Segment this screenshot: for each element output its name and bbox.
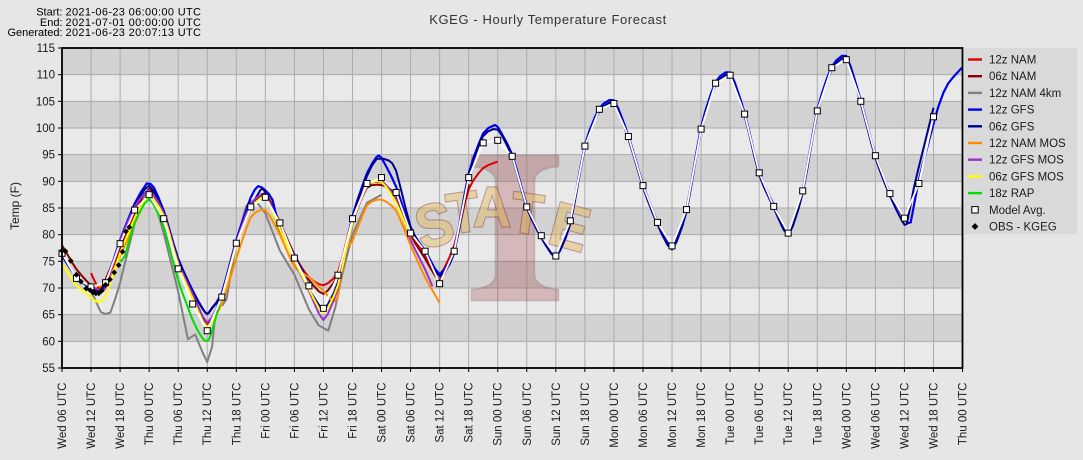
- svg-text:Mon 00 UTC: Mon 00 UTC: [609, 383, 621, 448]
- svg-text:06z GFS: 06z GFS: [989, 121, 1035, 133]
- svg-text:70: 70: [42, 283, 55, 295]
- svg-text:110: 110: [37, 70, 55, 82]
- svg-text:65: 65: [42, 310, 55, 322]
- svg-text:Sun 12 UTC: Sun 12 UTC: [551, 383, 563, 446]
- svg-text:85: 85: [42, 203, 55, 215]
- svg-text:60: 60: [42, 336, 55, 348]
- svg-text:Thu 00 UTC: Thu 00 UTC: [958, 383, 970, 446]
- svg-text:KGEG - Hourly Temperature Fore: KGEG - Hourly Temperature Forecast: [429, 12, 667, 27]
- svg-text:Generated:: Generated:: [7, 27, 62, 39]
- svg-text:12z GFS: 12z GFS: [989, 105, 1035, 117]
- svg-text:Thu 18 UTC: Thu 18 UTC: [231, 383, 243, 446]
- svg-text:18z RAP: 18z RAP: [989, 188, 1035, 200]
- svg-text:80: 80: [42, 230, 55, 242]
- svg-text:OBS - KGEG: OBS - KGEG: [989, 222, 1057, 234]
- svg-text:100: 100: [36, 123, 55, 135]
- svg-text:Sun 00 UTC: Sun 00 UTC: [493, 383, 505, 446]
- svg-text:06z GFS MOS: 06z GFS MOS: [989, 171, 1064, 183]
- svg-text:A: A: [473, 174, 511, 239]
- svg-text:Wed 06 UTC: Wed 06 UTC: [57, 383, 69, 449]
- svg-text:2021-06-23 06:00:00 UTC: 2021-06-23 06:00:00 UTC: [66, 6, 202, 18]
- svg-text:Mon 12 UTC: Mon 12 UTC: [667, 383, 679, 448]
- svg-text:Sat 00 UTC: Sat 00 UTC: [377, 383, 389, 443]
- svg-text:Sun 18 UTC: Sun 18 UTC: [580, 383, 592, 446]
- svg-text:Sat 12 UTC: Sat 12 UTC: [435, 383, 447, 443]
- svg-text:12z GFS MOS: 12z GFS MOS: [989, 155, 1064, 167]
- svg-text:End:: End:: [40, 17, 63, 29]
- svg-text:Start:: Start:: [36, 6, 62, 18]
- svg-text:Wed 06 UTC: Wed 06 UTC: [870, 383, 882, 449]
- svg-text:115: 115: [37, 43, 55, 55]
- svg-text:Fri 12 UTC: Fri 12 UTC: [318, 383, 330, 439]
- svg-text:Tue 18 UTC: Tue 18 UTC: [812, 383, 824, 445]
- svg-text:Fri 00 UTC: Fri 00 UTC: [260, 383, 272, 439]
- svg-text:Model Avg.: Model Avg.: [989, 205, 1046, 217]
- svg-text:Sun 06 UTC: Sun 06 UTC: [522, 383, 534, 446]
- svg-text:105: 105: [36, 96, 55, 108]
- svg-text:Tue 12 UTC: Tue 12 UTC: [783, 383, 795, 445]
- svg-text:Sat 06 UTC: Sat 06 UTC: [406, 383, 418, 443]
- svg-text:Thu 12 UTC: Thu 12 UTC: [202, 383, 214, 446]
- svg-text:06z NAM: 06z NAM: [989, 71, 1036, 83]
- svg-text:Thu 06 UTC: Thu 06 UTC: [173, 383, 185, 446]
- svg-text:90: 90: [42, 176, 55, 188]
- svg-text:75: 75: [42, 256, 55, 268]
- svg-text:55: 55: [42, 363, 55, 375]
- svg-text:12z NAM MOS: 12z NAM MOS: [989, 138, 1066, 150]
- svg-text:12z NAM 4km: 12z NAM 4km: [989, 88, 1061, 100]
- svg-text:12z NAM: 12z NAM: [989, 55, 1036, 67]
- svg-text:Tue 00 UTC: Tue 00 UTC: [725, 383, 737, 445]
- svg-text:Mon 18 UTC: Mon 18 UTC: [696, 383, 708, 448]
- svg-text:Wed 18 UTC: Wed 18 UTC: [115, 383, 127, 449]
- svg-text:Tue 06 UTC: Tue 06 UTC: [754, 383, 766, 445]
- svg-text:Wed 00 UTC: Wed 00 UTC: [841, 383, 853, 449]
- svg-text:Fri 06 UTC: Fri 06 UTC: [289, 383, 301, 439]
- svg-text:2021-06-23 20:07:13 UTC: 2021-06-23 20:07:13 UTC: [66, 27, 202, 39]
- svg-text:Mon 06 UTC: Mon 06 UTC: [638, 383, 650, 448]
- svg-text:2021-07-01 00:00:00 UTC: 2021-07-01 00:00:00 UTC: [66, 17, 202, 29]
- svg-text:Wed 12 UTC: Wed 12 UTC: [86, 383, 98, 449]
- svg-text:Thu 00 UTC: Thu 00 UTC: [144, 383, 156, 446]
- svg-text:Sat 18 UTC: Sat 18 UTC: [464, 383, 476, 443]
- svg-text:95: 95: [42, 150, 55, 162]
- svg-text:Fri 18 UTC: Fri 18 UTC: [348, 383, 360, 439]
- svg-text:Wed 12 UTC: Wed 12 UTC: [899, 383, 911, 449]
- svg-text:Wed 18 UTC: Wed 18 UTC: [929, 383, 941, 449]
- svg-text:Temp (F): Temp (F): [8, 182, 22, 230]
